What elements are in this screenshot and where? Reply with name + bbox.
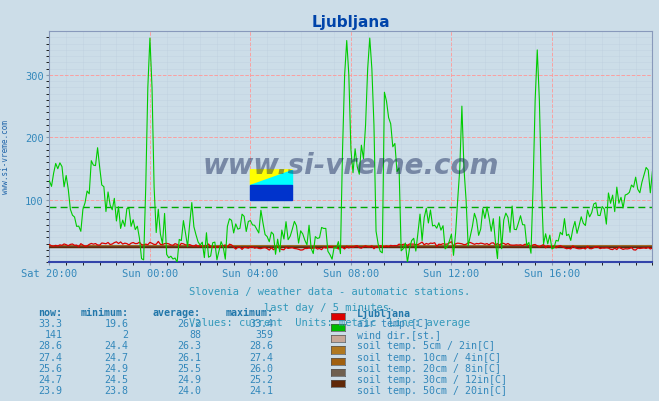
Text: 24.5: 24.5	[105, 374, 129, 384]
Text: 28.6: 28.6	[250, 340, 273, 350]
Title: Ljubljana: Ljubljana	[312, 14, 390, 30]
Text: 28.6: 28.6	[39, 340, 63, 350]
Polygon shape	[250, 185, 293, 200]
Text: soil temp. 20cm / 8in[C]: soil temp. 20cm / 8in[C]	[357, 363, 501, 373]
Text: minimum:: minimum:	[80, 307, 129, 317]
Text: 24.0: 24.0	[177, 385, 201, 395]
Text: Ljubljana: Ljubljana	[357, 307, 411, 318]
Text: 19.6: 19.6	[105, 318, 129, 328]
Text: 24.7: 24.7	[105, 352, 129, 362]
Text: 26.1: 26.1	[177, 352, 201, 362]
Polygon shape	[250, 170, 293, 185]
Text: Slovenia / weather data - automatic stations.: Slovenia / weather data - automatic stat…	[189, 287, 470, 297]
Text: 24.9: 24.9	[177, 374, 201, 384]
Text: www.si-vreme.com: www.si-vreme.com	[1, 119, 10, 193]
Text: 359: 359	[256, 329, 273, 339]
Text: 27.4: 27.4	[250, 352, 273, 362]
Text: soil temp. 30cm / 12in[C]: soil temp. 30cm / 12in[C]	[357, 374, 507, 384]
Text: soil temp. 10cm / 4in[C]: soil temp. 10cm / 4in[C]	[357, 352, 501, 362]
Text: 26.2: 26.2	[177, 318, 201, 328]
Text: 24.4: 24.4	[105, 340, 129, 350]
Text: 141: 141	[45, 329, 63, 339]
Text: 23.9: 23.9	[39, 385, 63, 395]
Text: average:: average:	[153, 307, 201, 317]
Text: 25.2: 25.2	[250, 374, 273, 384]
Text: now:: now:	[39, 307, 63, 317]
Text: 26.0: 26.0	[250, 363, 273, 373]
Text: 24.7: 24.7	[39, 374, 63, 384]
Text: 24.9: 24.9	[105, 363, 129, 373]
Text: 27.4: 27.4	[39, 352, 63, 362]
Text: maximum:: maximum:	[225, 307, 273, 317]
Text: soil temp. 5cm / 2in[C]: soil temp. 5cm / 2in[C]	[357, 340, 495, 350]
Text: air temp.[C]: air temp.[C]	[357, 318, 429, 328]
Text: 25.5: 25.5	[177, 363, 201, 373]
Text: www.si-vreme.com: www.si-vreme.com	[203, 152, 499, 180]
Text: 26.3: 26.3	[177, 340, 201, 350]
Text: 2: 2	[123, 329, 129, 339]
Text: wind dir.[st.]: wind dir.[st.]	[357, 329, 441, 339]
Text: 33.4: 33.4	[250, 318, 273, 328]
Text: 33.3: 33.3	[39, 318, 63, 328]
Text: Values: current  Units: metric  Line: average: Values: current Units: metric Line: aver…	[189, 317, 470, 327]
Text: 88: 88	[189, 329, 201, 339]
Text: last day / 5 minutes.: last day / 5 minutes.	[264, 302, 395, 312]
Text: 24.1: 24.1	[250, 385, 273, 395]
Text: 25.6: 25.6	[39, 363, 63, 373]
Polygon shape	[250, 170, 293, 185]
Text: soil temp. 50cm / 20in[C]: soil temp. 50cm / 20in[C]	[357, 385, 507, 395]
Text: 23.8: 23.8	[105, 385, 129, 395]
